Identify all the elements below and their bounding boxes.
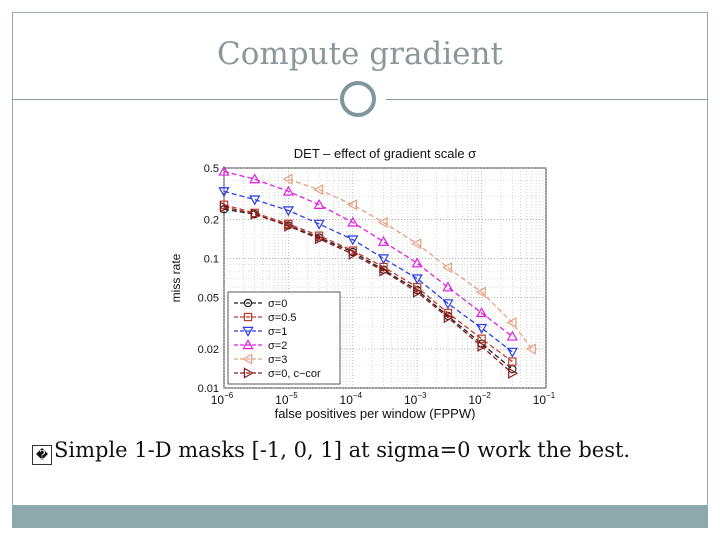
bullet-icon: � (32, 445, 52, 465)
y-tick-label: 0.01 (198, 383, 219, 395)
data-point-series-2 (249, 195, 261, 206)
y-tick-label: 0.02 (198, 344, 219, 356)
data-point-series-4 (411, 238, 422, 250)
data-point-series-5 (413, 286, 424, 298)
data-point-series-4 (506, 316, 517, 329)
data-point-series-2 (506, 347, 518, 358)
data-point-series-2 (347, 235, 359, 246)
series-line-1 (223, 204, 513, 363)
data-point-series-5 (379, 265, 390, 277)
data-point-series-3 (249, 173, 261, 184)
x-tick-label: 10−2 (468, 391, 491, 407)
title-rule-left (12, 99, 338, 100)
data-point-series-4 (475, 286, 486, 298)
y-tick-label: 0.1 (204, 254, 219, 266)
legend-marker-2 (242, 326, 254, 337)
det-chart: DET – effect of gradient scale σ 10−6 10−5… (169, 146, 556, 420)
title-circle-ornament (340, 81, 376, 117)
data-point-series-3 (313, 198, 325, 209)
y-tick-label: 0.2 (204, 215, 219, 227)
data-point-series-2 (475, 323, 488, 334)
legend-entry: σ=1 (268, 326, 287, 338)
data-point-series-5 (443, 311, 454, 324)
data-point-series-4 (442, 262, 453, 274)
data-point-series-2 (377, 254, 390, 265)
data-point-series-3 (282, 185, 295, 196)
legend-marker-1 (243, 312, 253, 322)
data-point-series-5 (284, 220, 295, 232)
data-point-series-1 (508, 357, 517, 366)
data-point-series-5 (250, 208, 261, 220)
chart-title: DET – effect of gradient scale σ (294, 146, 476, 161)
legend-entry: σ=0.5 (268, 312, 297, 324)
data-point-series-2 (411, 274, 423, 285)
x-tick-label: 10−5 (275, 391, 298, 407)
x-tick-label: 10−6 (211, 391, 234, 407)
data-point-series-5 (348, 248, 359, 260)
data-point-series-2 (313, 219, 325, 230)
bullet-text: Simple 1-D masks [-1, 0, 1] at sigma=0 w… (54, 438, 631, 462)
data-point-series-4 (313, 184, 324, 196)
data-point-series-5 (219, 201, 230, 213)
data-point-series-5 (314, 233, 325, 245)
data-point-series-3 (377, 235, 390, 246)
data-point-series-3 (442, 281, 454, 292)
slide-title: Compute gradient (217, 36, 503, 72)
series-line-4 (288, 178, 533, 350)
legend-marker-4 (242, 353, 253, 365)
title-rule-right (386, 99, 708, 100)
x-axis-label: false positives per window (FPPW) (275, 406, 476, 420)
series-line-3 (223, 170, 513, 337)
data-point-series-4 (525, 343, 536, 355)
x-tick-label: 10−1 (533, 391, 556, 407)
legend-entry: σ=0 (268, 298, 287, 310)
legend-marker-3 (242, 339, 254, 350)
series-line-5 (223, 206, 513, 374)
legend-entry: σ=2 (268, 340, 287, 352)
data-point-series-2 (442, 299, 454, 310)
legend-entry: σ=0, c−cor (268, 368, 321, 380)
legend-box (227, 291, 341, 385)
series-line-2 (223, 190, 513, 353)
data-point-series-3 (218, 165, 230, 176)
data-point-series-3 (506, 330, 518, 341)
data-point-series-5 (477, 340, 488, 352)
data-point-series-3 (475, 307, 488, 318)
y-tick-label: 0.05 (198, 292, 219, 304)
x-tick-label: 10−4 (340, 391, 363, 407)
data-point-series-3 (411, 257, 423, 268)
data-point-series-5 (508, 367, 519, 379)
x-tick-label: 10−3 (404, 391, 427, 407)
data-point-series-3 (347, 216, 359, 227)
footer-bar (12, 505, 708, 528)
data-point-series-2 (282, 206, 295, 217)
y-axis-label: miss rate (169, 253, 183, 302)
legend-marker-0 (243, 298, 253, 308)
bullet-item: � Simple 1-D masks [-1, 0, 1] at sigma=0 … (32, 438, 702, 465)
data-point-series-4 (377, 216, 388, 229)
data-point-series-2 (218, 187, 230, 198)
data-point-series-1 (477, 334, 486, 343)
data-point-series-4 (346, 199, 357, 211)
legend-marker-5 (243, 367, 254, 379)
legend-entry: σ=3 (268, 354, 287, 366)
y-tick-label: 0.5 (204, 163, 219, 175)
data-point-series-4 (282, 173, 293, 185)
